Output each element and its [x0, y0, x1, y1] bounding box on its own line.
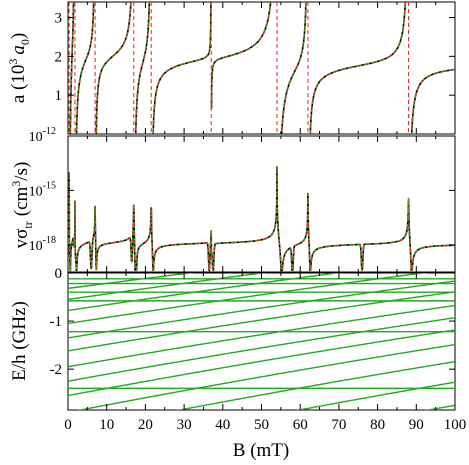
middle-panel-ylabel: vσtr(cm3/s): [9, 162, 35, 249]
x-tick-label: 80: [370, 417, 385, 433]
energy-level-line: [68, 273, 196, 290]
middle-y-tick-label: 10-15: [29, 180, 56, 199]
energy-level-line: [68, 280, 455, 339]
top-panel-frame: [67, 1, 456, 135]
energy-level-line: [68, 273, 268, 301]
top-y-tick-label: 1: [55, 88, 63, 104]
top-series-dotted: [69, 2, 455, 134]
top-series-dashed: [69, 2, 455, 134]
middle-y-tick-label: 10-12: [29, 126, 56, 145]
x-tick-label: 0: [64, 417, 72, 433]
x-tick-label: 50: [254, 417, 269, 433]
x-tick-label: 60: [293, 417, 308, 433]
energy-level-line: [76, 343, 455, 410]
bottom-panel-ylabel: E/h (GHz): [9, 301, 30, 381]
bottom-y-tick-label: -2: [50, 362, 63, 378]
x-tick-label: 90: [409, 417, 424, 433]
top-y-tick-label: 3: [55, 11, 63, 27]
top-series-solid: [69, 2, 455, 134]
energy-level-line: [424, 404, 455, 410]
x-tick-label: 10: [99, 417, 114, 433]
bottom-panel-plot: [68, 273, 455, 410]
middle-series-solid: [68, 166, 455, 272]
x-axis-label: B (mT): [233, 440, 289, 461]
bottom-y-tick-label: -1: [50, 314, 63, 330]
middle-y-tick-label: 10-18: [29, 235, 56, 254]
middle-series-dotted: [68, 166, 455, 272]
bottom-panel-ticks: 0 10 20 30 40 50 60 70 80 90 100 0 -1 -2: [50, 266, 467, 433]
top-panel-ticks: 1 2 3: [55, 2, 456, 134]
energy-level-line: [175, 360, 455, 410]
energy-level-line: [295, 381, 455, 410]
energy-level-line: [68, 291, 455, 352]
x-tick-label: 100: [444, 417, 467, 433]
top-panel-ylabel: a (103a0): [6, 33, 32, 103]
energy-level-line: [68, 273, 428, 325]
energy-level-line: [68, 329, 455, 397]
x-tick-label: 30: [177, 417, 192, 433]
energy-level-line: [68, 304, 455, 368]
bottom-y-tick-label: 0: [55, 266, 63, 282]
x-tick-label: 70: [331, 417, 346, 433]
energy-level-line: [68, 273, 342, 312]
energy-level-line: [68, 317, 455, 382]
x-tick-label: 40: [215, 417, 230, 433]
middle-panel-frame: [67, 135, 456, 273]
x-tick-label: 20: [138, 417, 153, 433]
middle-panel-ticks: 10-12 10-15 10-18: [29, 126, 456, 272]
top-panel-plot: [68, 2, 455, 134]
top-y-tick-label: 2: [55, 49, 63, 65]
middle-series-dashed: [68, 166, 455, 272]
middle-panel-plot: [68, 166, 455, 272]
